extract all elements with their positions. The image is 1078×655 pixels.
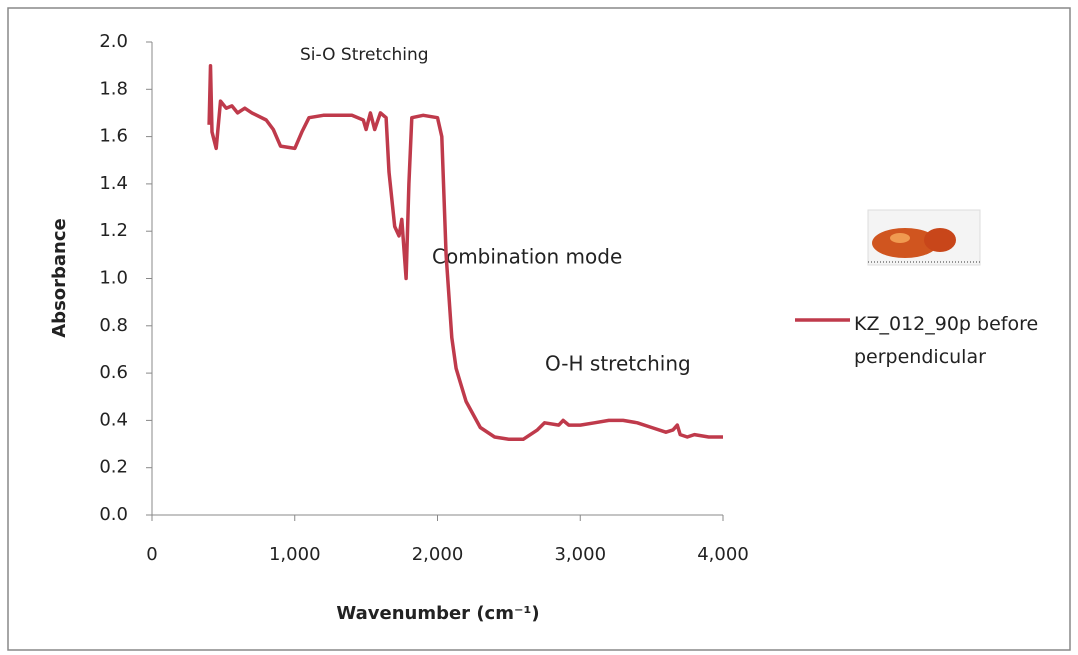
x-tick-label: 1,000 (269, 544, 321, 565)
x-tick-label: 4,000 (697, 544, 749, 565)
y-tick-label: 1.4 (99, 173, 128, 194)
legend-label: KZ_012_90p before perpendicular (854, 313, 1039, 368)
y-tick-label: 1.2 (99, 220, 128, 241)
annotation: O-H stretching (545, 352, 691, 376)
y-tick-label: 0.8 (99, 315, 128, 336)
y-tick-label: 0.0 (99, 504, 128, 525)
y-axis-title: Absorbance (49, 218, 70, 338)
y-tick-label: 1.8 (99, 78, 128, 99)
y-tick-label: 0.2 (99, 457, 128, 478)
x-axis-title: Wavenumber (cm⁻¹) (336, 603, 539, 624)
y-tick-label: 1.0 (99, 268, 128, 289)
x-tick-label: 0 (146, 544, 157, 565)
thumbnail (867, 209, 981, 266)
annotation: Combination mode (432, 245, 622, 269)
y-tick-label: 0.6 (99, 362, 128, 383)
y-tick-label: 2.0 (99, 31, 128, 52)
chart-border (7, 7, 1071, 651)
y-tick-label: 1.6 (99, 126, 128, 147)
data-line (207, 63, 723, 442)
annotation: Si-O Stretching (300, 45, 429, 65)
x-tick-label: 2,000 (412, 544, 464, 565)
x-tick-label: 3,000 (554, 544, 606, 565)
y-tick-label: 0.4 (99, 409, 128, 430)
